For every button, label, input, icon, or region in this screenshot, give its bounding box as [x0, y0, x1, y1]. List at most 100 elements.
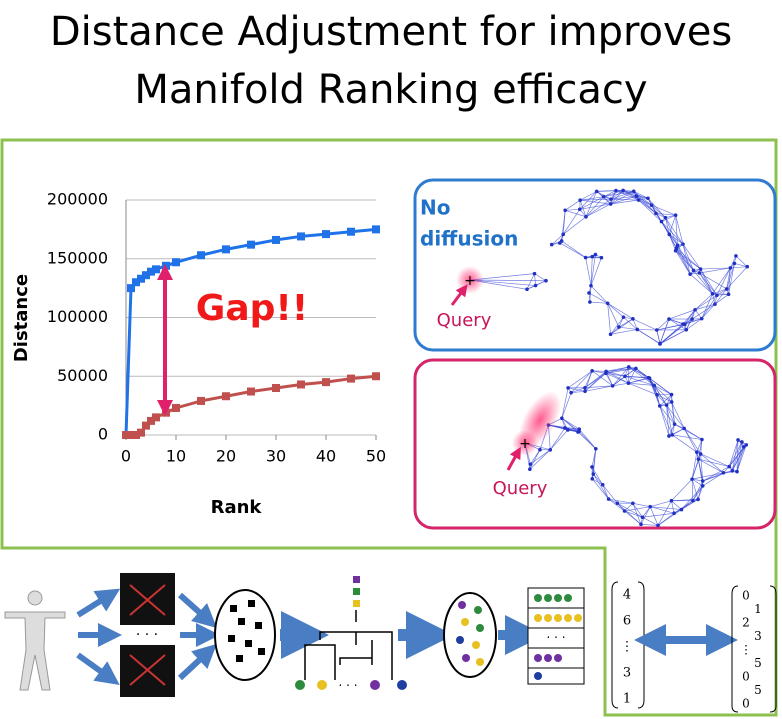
- edge: [561, 240, 586, 258]
- edge: [590, 257, 602, 286]
- edge: [693, 270, 713, 295]
- node: [735, 469, 739, 474]
- edge: [692, 478, 703, 482]
- edge: [682, 244, 691, 275]
- edge: [683, 428, 703, 440]
- node: [614, 188, 618, 193]
- edge: [607, 303, 634, 320]
- node: [744, 443, 749, 447]
- node: [667, 232, 672, 237]
- x-axis-label: Rank: [211, 497, 263, 518]
- edge: [736, 441, 743, 472]
- edge: [610, 190, 617, 205]
- edge: [702, 466, 730, 482]
- node: [634, 194, 639, 199]
- node: [740, 440, 744, 444]
- edge: [648, 377, 672, 395]
- node: [563, 426, 567, 430]
- node: [673, 248, 678, 253]
- dots: · · ·: [546, 631, 565, 645]
- node: [566, 428, 570, 432]
- edge: [700, 453, 730, 467]
- x-tick-label: 40: [316, 447, 336, 466]
- node: [533, 283, 538, 288]
- edge: [607, 303, 611, 335]
- edge: [656, 318, 670, 331]
- edge: [610, 199, 639, 205]
- point: [147, 267, 155, 276]
- point: [272, 235, 280, 244]
- edge: [654, 385, 672, 395]
- node: [713, 302, 717, 306]
- edge: [610, 318, 634, 335]
- node: [691, 498, 695, 503]
- point: [347, 227, 355, 236]
- edge: [702, 472, 724, 482]
- node: [691, 268, 696, 273]
- edge: [610, 316, 624, 335]
- y-tick-label: 200000: [47, 190, 108, 209]
- edge: [671, 500, 682, 510]
- edge: [638, 199, 652, 206]
- edge: [684, 309, 696, 325]
- node: [710, 292, 715, 296]
- edge: [628, 382, 658, 396]
- edge: [602, 484, 609, 500]
- edge: [675, 250, 691, 275]
- node: [654, 211, 658, 216]
- node: [601, 194, 606, 199]
- edge: [659, 405, 673, 436]
- vector-entry: 5: [754, 656, 762, 670]
- edge: [714, 294, 729, 305]
- node: [548, 448, 553, 452]
- point: [172, 258, 180, 267]
- node: [608, 202, 613, 206]
- edge: [676, 248, 694, 271]
- node: [652, 383, 657, 388]
- title-line: Distance Adjustment for improves: [50, 9, 732, 55]
- edge: [632, 503, 643, 518]
- edge: [612, 382, 629, 387]
- edge: [656, 323, 685, 331]
- edge: [699, 272, 727, 290]
- edge: [561, 418, 569, 431]
- node: [683, 322, 687, 327]
- node: [566, 386, 570, 390]
- node: [672, 422, 677, 426]
- panel-label: No: [420, 196, 450, 220]
- edge: [671, 424, 675, 435]
- edge: [563, 216, 587, 235]
- edge: [665, 217, 684, 245]
- point: [137, 428, 145, 437]
- point: [127, 284, 135, 293]
- edge: [682, 244, 694, 271]
- node: [690, 317, 694, 321]
- node: [600, 483, 605, 487]
- edge: [647, 198, 666, 218]
- edge: [701, 303, 716, 319]
- edge: [632, 318, 657, 331]
- vector-entry: ⋮: [740, 643, 752, 657]
- edge: [570, 370, 593, 393]
- edge: [632, 318, 638, 330]
- point: [142, 421, 150, 430]
- point: [162, 261, 170, 270]
- edge: [694, 309, 703, 319]
- edge: [691, 478, 703, 487]
- edge: [617, 502, 643, 518]
- edge: [567, 370, 593, 389]
- panel-label: diffusion: [420, 227, 518, 251]
- node: [656, 523, 660, 528]
- node: [732, 261, 737, 266]
- node: [688, 272, 692, 276]
- point: [152, 265, 160, 274]
- edge: [714, 288, 727, 305]
- edge: [700, 439, 703, 455]
- edge: [698, 458, 724, 474]
- dots: · · ·: [338, 679, 357, 693]
- edge: [584, 373, 607, 392]
- edge: [529, 449, 551, 470]
- edge: [665, 217, 678, 246]
- point: [247, 240, 255, 249]
